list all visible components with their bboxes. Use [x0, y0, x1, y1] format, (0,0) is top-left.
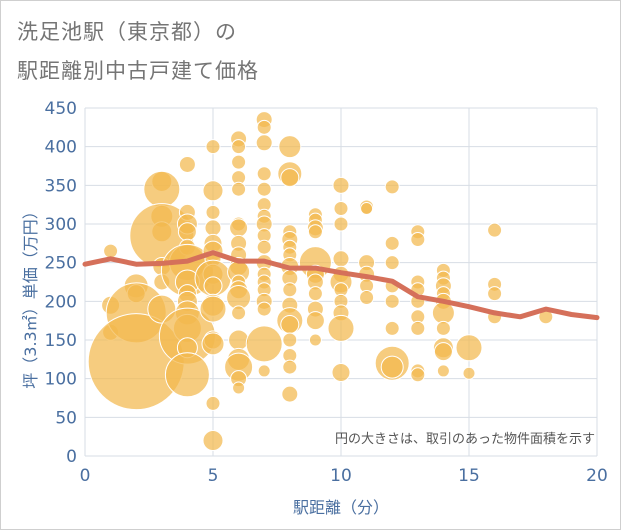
- x-tick-label: 20: [586, 466, 608, 486]
- bubble: [280, 168, 300, 188]
- bubble: [384, 235, 400, 251]
- bubble: [256, 166, 272, 182]
- y-tick-label: 450: [45, 99, 77, 119]
- bubble: [384, 179, 400, 195]
- bubble: [487, 286, 503, 302]
- bubble: [231, 181, 247, 197]
- bubble: [256, 239, 272, 255]
- y-tick-label: 250: [45, 254, 77, 274]
- bubble: [410, 231, 426, 247]
- bubble: [332, 176, 350, 194]
- bubble: [435, 320, 451, 336]
- y-tick-label: 150: [45, 331, 77, 351]
- bubble: [433, 342, 453, 362]
- bubble: [164, 352, 210, 398]
- bubble: [231, 139, 247, 155]
- y-tick-label: 0: [66, 447, 77, 467]
- bubble: [143, 170, 181, 208]
- bubble: [384, 255, 400, 271]
- bubble: [177, 222, 197, 242]
- bubble: [282, 282, 298, 298]
- bubble: [359, 289, 375, 305]
- bubble: [307, 224, 323, 240]
- bubble: [410, 320, 426, 336]
- bubble: [257, 364, 271, 378]
- y-tick-label: 350: [45, 176, 77, 196]
- bubble: [229, 218, 249, 238]
- bubble: [203, 276, 223, 296]
- bubble: [305, 311, 325, 331]
- x-tick-label: 10: [330, 466, 352, 486]
- bubble: [436, 364, 450, 378]
- bubble: [256, 181, 272, 197]
- bubble: [205, 139, 221, 155]
- bubble: [327, 314, 355, 342]
- bubble: [282, 332, 298, 348]
- chart-title-line2: 駅距離別中古戸建て価格: [17, 59, 259, 83]
- y-tick-label: 400: [45, 138, 77, 158]
- bubble: [103, 243, 119, 259]
- trend-line: [82, 250, 600, 321]
- bubble: [331, 362, 351, 382]
- bubble: [380, 355, 404, 379]
- bubble: [462, 366, 476, 380]
- bubbles: [87, 111, 554, 452]
- x-axis-label: 駅距離（分）: [293, 498, 389, 517]
- bubble: [205, 204, 221, 220]
- bubble: [487, 222, 503, 238]
- bubble: [280, 315, 300, 335]
- bubble: [282, 359, 298, 375]
- bubble: [245, 325, 283, 363]
- bubble: [455, 334, 483, 362]
- bubble: [199, 295, 227, 323]
- bubble: [278, 135, 302, 159]
- bubble: [202, 180, 224, 202]
- y-tick-label: 200: [45, 292, 77, 312]
- bubble: [255, 134, 273, 152]
- y-tick-labels: 0 50 100 150 200 250 300 350 400 450: [45, 99, 77, 467]
- bubble: [384, 293, 400, 309]
- y-axis-label: 坪（3.3㎡）単価（万円）: [21, 203, 40, 388]
- bubble: [232, 381, 246, 395]
- bubble: [384, 320, 400, 336]
- bubble: [256, 119, 272, 135]
- bubble: [281, 385, 299, 403]
- bubble: [333, 201, 349, 217]
- y-tick-label: 50: [55, 408, 77, 428]
- chart-title-line1: 洗足池駅（東京都）の: [17, 20, 237, 44]
- bubble: [332, 250, 350, 268]
- x-tick-label: 5: [208, 466, 219, 486]
- bubble: [307, 286, 323, 302]
- bubble: [308, 333, 322, 347]
- x-tick-labels: 0 5 10 15 20: [80, 466, 608, 486]
- bubble: [205, 395, 221, 411]
- bubble: [256, 301, 272, 317]
- y-tick-label: 300: [45, 215, 77, 235]
- bubble: [360, 202, 374, 216]
- bubble: [410, 367, 426, 383]
- x-tick-label: 0: [80, 466, 91, 486]
- bubble: [333, 216, 349, 232]
- x-tick-label: 15: [458, 466, 480, 486]
- y-tick-label: 100: [45, 370, 77, 390]
- bubble: [202, 430, 224, 452]
- bubble: [231, 154, 247, 170]
- bubble: [178, 155, 196, 173]
- bubble: [231, 305, 247, 321]
- bubble: [204, 219, 222, 237]
- bubble: [201, 332, 225, 356]
- size-annotation: 円の大きさは、取引のあった物件面積を示す: [335, 432, 595, 447]
- bubble: [228, 329, 250, 351]
